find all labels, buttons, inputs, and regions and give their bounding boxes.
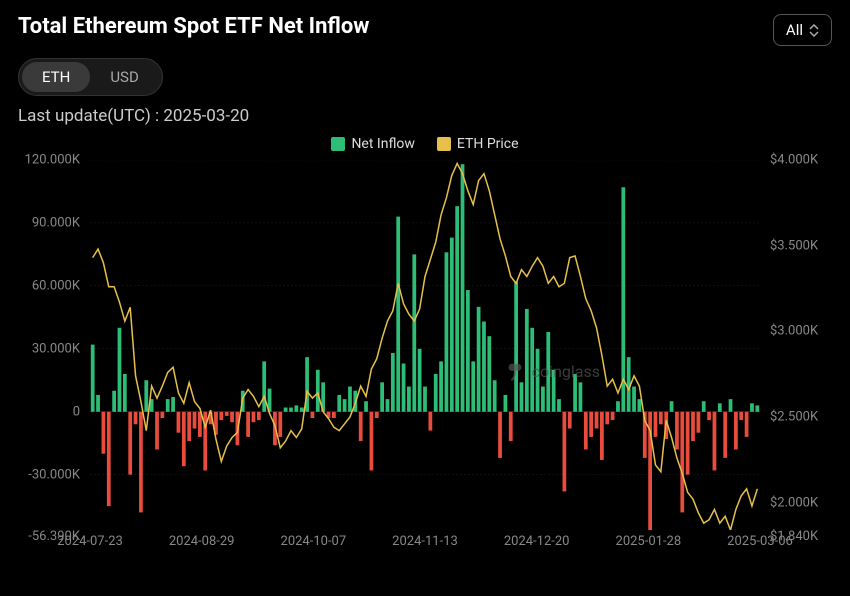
legend-label-inflow: Net Inflow bbox=[351, 136, 414, 152]
y-left-tick: 60.000K bbox=[32, 278, 80, 293]
x-axis: 2024-07-232024-08-292024-10-072024-11-13… bbox=[90, 534, 760, 560]
x-tick: 2024-07-23 bbox=[57, 534, 123, 549]
time-range-button[interactable]: All bbox=[773, 14, 832, 46]
y-left-tick: 30.000K bbox=[32, 341, 80, 356]
toggle-usd[interactable]: USD bbox=[90, 62, 158, 92]
y-left-tick: 90.000K bbox=[32, 215, 80, 230]
y-right-tick: $4.000K bbox=[770, 153, 818, 168]
toggle-eth[interactable]: ETH bbox=[22, 62, 90, 92]
y-left-tick: 120.000K bbox=[25, 153, 80, 168]
legend-price[interactable]: ETH Price bbox=[437, 136, 519, 152]
legend-label-price: ETH Price bbox=[457, 136, 519, 152]
x-tick: 2025-03-06 bbox=[727, 534, 793, 549]
y-right-tick: $2.500K bbox=[770, 409, 818, 424]
legend-swatch-price bbox=[437, 137, 451, 151]
y-axis-left: 120.000K90.000K60.000K30.000K0-30.000K-5… bbox=[18, 160, 86, 530]
chart-legend: Net Inflow ETH Price bbox=[18, 136, 832, 152]
y-axis-right: $4.000K$3.500K$3.000K$2.500K$2.000K$1.84… bbox=[764, 160, 832, 530]
x-tick: 2025-01-28 bbox=[616, 534, 682, 549]
y-left-tick: 0 bbox=[73, 404, 80, 419]
chevron-up-down-icon bbox=[809, 24, 819, 37]
plot-region[interactable]: coinglass bbox=[90, 160, 760, 530]
x-tick: 2024-12-20 bbox=[504, 534, 570, 549]
last-update-text: Last update(UTC) : 2025-03-20 bbox=[18, 106, 832, 126]
legend-net-inflow[interactable]: Net Inflow bbox=[331, 136, 414, 152]
x-tick: 2024-11-13 bbox=[392, 534, 458, 549]
chart-area: 120.000K90.000K60.000K30.000K0-30.000K-5… bbox=[18, 160, 832, 560]
y-left-tick: -30.000K bbox=[28, 467, 80, 482]
x-tick: 2024-08-29 bbox=[169, 534, 235, 549]
currency-toggle: ETH USD bbox=[18, 58, 163, 96]
y-right-tick: $2.000K bbox=[770, 495, 818, 510]
legend-swatch-inflow bbox=[331, 137, 345, 151]
y-right-tick: $3.000K bbox=[770, 324, 818, 339]
page-title: Total Ethereum Spot ETF Net Inflow bbox=[18, 14, 369, 39]
x-tick: 2024-10-07 bbox=[281, 534, 347, 549]
y-right-tick: $3.500K bbox=[770, 238, 818, 253]
time-range-label: All bbox=[786, 21, 803, 39]
